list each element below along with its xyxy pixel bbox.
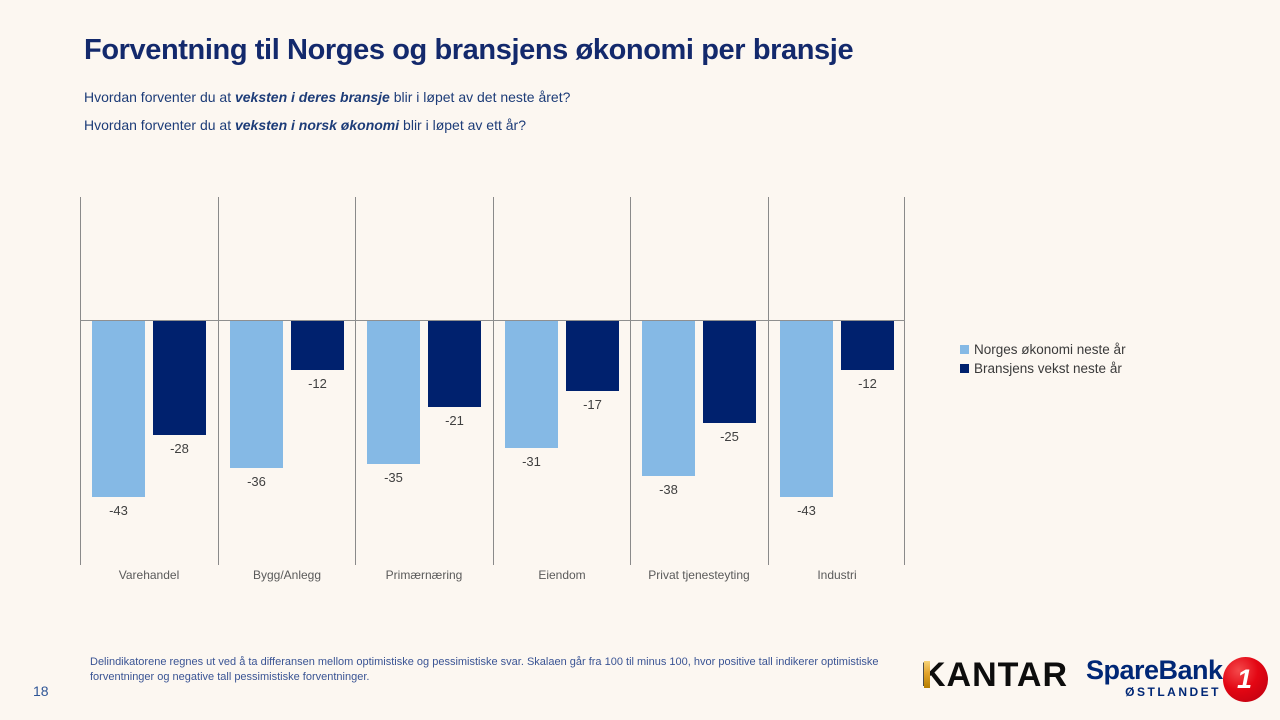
legend-swatch-icon	[960, 364, 969, 373]
sparebank-1-badge-icon: 1	[1223, 657, 1268, 702]
question-line-1: Hvordan forventer du at veksten i deres …	[84, 89, 570, 105]
data-label: -21	[445, 413, 464, 428]
kantar-logo: KANTAR	[921, 656, 1068, 696]
q2-prefix: Hvordan forventer du at	[84, 117, 235, 133]
zero-axis-line	[80, 320, 905, 321]
footnote: Delindikatorene regnes ut ved å ta diffe…	[90, 656, 879, 683]
data-label: -17	[583, 397, 602, 412]
legend-item: Bransjens vekst neste år	[960, 359, 1126, 378]
sparebank-region-label: ØSTLANDET	[1125, 685, 1221, 699]
question-line-2: Hvordan forventer du at veksten i norsk …	[84, 117, 526, 133]
category-gridline	[493, 197, 494, 565]
category-gridline	[630, 197, 631, 565]
bar-series1-Primærnæring	[367, 321, 420, 464]
bar-series1-Bygg/Anlegg	[230, 321, 283, 468]
q1-emphasis: veksten i deres bransje	[234, 89, 390, 105]
category-label: Privat tjenesteyting	[648, 568, 750, 582]
category-label: Primærnæring	[385, 568, 463, 582]
bar-chart: -43 -36 -35 -31 -38 -43 -28 -12 -21 -17 -25 -12 Var…	[80, 197, 905, 592]
chart-legend: Norges økonomi neste år Bransjens vekst n…	[960, 340, 1126, 378]
data-label: -12	[308, 376, 327, 391]
bar-series2-Privat tjenesteyting	[703, 321, 756, 423]
sparebank-wordmark: SpareBank	[1086, 655, 1223, 685]
data-label: -36	[247, 474, 266, 489]
bar-series1-Eiendom	[505, 321, 558, 448]
category-gridline	[355, 197, 356, 565]
q2-emphasis: veksten i norsk økonomi	[234, 117, 400, 133]
legend-label: Bransjens vekst neste år	[974, 361, 1122, 376]
legend-label: Norges økonomi neste år	[974, 342, 1126, 357]
category-axis: Varehandel Bygg/Anlegg Primærnæring Eiendom…	[80, 568, 905, 588]
legend-swatch-icon	[960, 345, 969, 354]
data-label: -43	[797, 503, 816, 518]
sparebank1-logo: SpareBank ØSTLANDET 1	[1086, 655, 1271, 707]
q2-suffix: blir i løpet av ett år?	[399, 117, 526, 133]
page-title: Forventning til Norges og bransjens økon…	[84, 34, 854, 66]
data-label: -31	[522, 454, 541, 469]
legend-item: Norges økonomi neste år	[960, 340, 1126, 359]
sparebank-badge-number: 1	[1236, 664, 1253, 694]
data-label: -25	[720, 429, 739, 444]
kantar-wordmark: KANTAR	[921, 656, 1069, 694]
page-number: 18	[33, 683, 49, 699]
category-gridline	[768, 197, 769, 565]
category-gridline	[80, 197, 81, 565]
kantar-gold-stroke-icon	[924, 661, 930, 688]
bar-series2-Primærnæring	[428, 321, 481, 407]
category-gridline	[218, 197, 219, 565]
bar-series1-Privat tjenesteyting	[642, 321, 695, 476]
data-label: -35	[384, 470, 403, 485]
bar-series2-Eiendom	[566, 321, 619, 391]
q1-prefix: Hvordan forventer du at	[84, 89, 235, 105]
data-label: -12	[858, 376, 877, 391]
category-label: Eiendom	[538, 568, 586, 582]
data-label: -28	[170, 441, 189, 456]
category-gridline	[904, 197, 905, 565]
data-label: -38	[659, 482, 678, 497]
data-label: -43	[109, 503, 128, 518]
category-label: Varehandel	[118, 568, 180, 582]
bar-series2-Bygg/Anlegg	[291, 321, 344, 370]
bar-series2-Varehandel	[153, 321, 206, 435]
category-label: Industri	[817, 568, 857, 582]
q1-suffix: blir i løpet av det neste året?	[389, 89, 571, 105]
category-label: Bygg/Anlegg	[252, 568, 322, 582]
plot-area: -43 -36 -35 -31 -38 -43 -28 -12 -21 -17 -25 -12	[80, 197, 905, 565]
bar-series1-Industri	[780, 321, 833, 497]
bar-series2-Industri	[841, 321, 894, 370]
bar-series1-Varehandel	[92, 321, 145, 497]
